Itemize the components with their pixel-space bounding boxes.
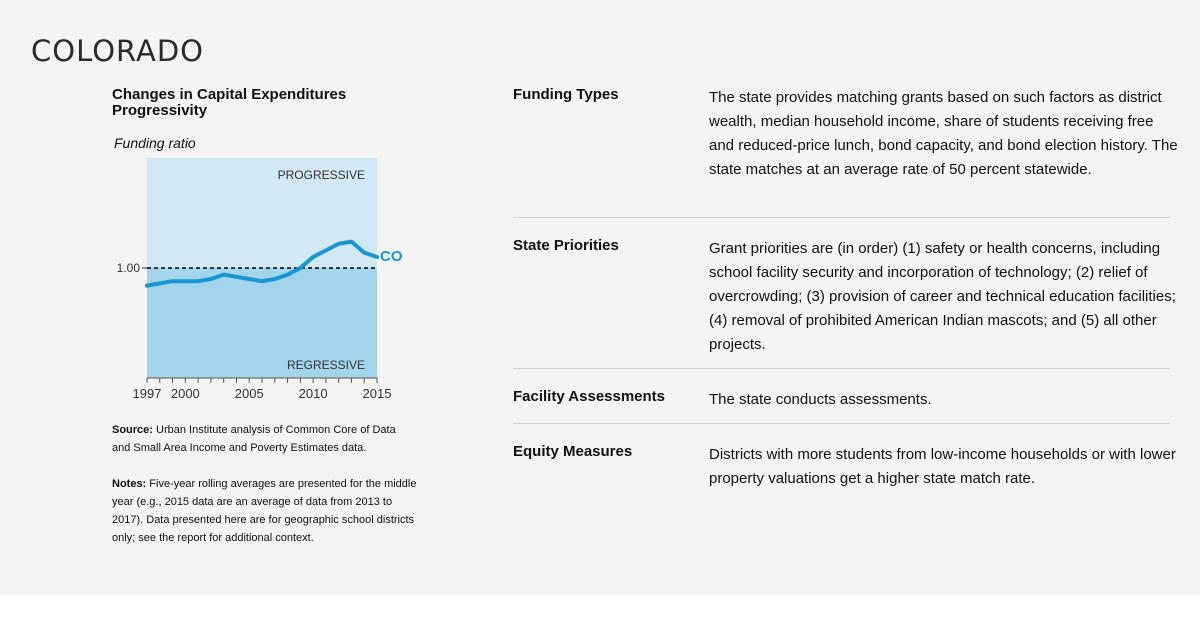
detail-text: The state conducts assessments. [709, 391, 932, 408]
detail-label: State Priorities [513, 237, 619, 254]
source-note: Source: Urban Institute analysis of Comm… [112, 421, 417, 457]
series-line-co [145, 239, 379, 288]
detail-label: Funding Types [513, 86, 619, 103]
source-text: Urban Institute analysis of Common Core … [112, 424, 396, 454]
page-title: COLORADO [31, 34, 204, 68]
regressive-region [147, 268, 377, 378]
x-tick-label: 2010 [299, 386, 328, 401]
notes-text: Five-year rolling averages are presented… [112, 478, 417, 544]
notes: Notes: Five-year rolling averages are pr… [112, 475, 417, 547]
chart-y-label: Funding ratio [114, 135, 196, 151]
divider [513, 217, 1170, 218]
progressive-label: PROGRESSIVE [278, 168, 365, 182]
x-tick-labels: 1997 2000 2005 2010 2015 [133, 386, 392, 401]
progressive-region [147, 158, 377, 268]
chart-title: Changes in Capital Expenditures Progress… [112, 86, 347, 119]
x-tick-label: 2015 [363, 386, 392, 401]
notes-label: Notes: [112, 478, 147, 490]
x-tick-label: 1997 [133, 386, 162, 401]
detail-text: The state provides matching grants based… [709, 89, 1178, 178]
line-chart: PROGRESSIVE REGRESSIVE 1.00 1997 2000 2005… [117, 158, 403, 401]
regressive-label: REGRESSIVE [287, 358, 365, 372]
detail-label: Equity Measures [513, 443, 633, 460]
detail-text: Districts with more students from low-in… [709, 446, 1176, 487]
source-label: Source: [112, 424, 153, 436]
state-profile-panel: COLORADO Changes in Capital Expenditures… [0, 0, 1200, 595]
series-label-co: CO [380, 248, 403, 265]
divider [513, 423, 1170, 424]
x-tick-label: 2000 [171, 386, 200, 401]
x-tick-label: 2005 [235, 386, 264, 401]
x-ticks [146, 378, 378, 383]
detail-text: Grant priorities are (in order) (1) safe… [709, 240, 1176, 353]
detail-label: Facility Assessments [513, 388, 666, 405]
reference-label: 1.00 [117, 261, 141, 275]
divider [513, 368, 1170, 369]
